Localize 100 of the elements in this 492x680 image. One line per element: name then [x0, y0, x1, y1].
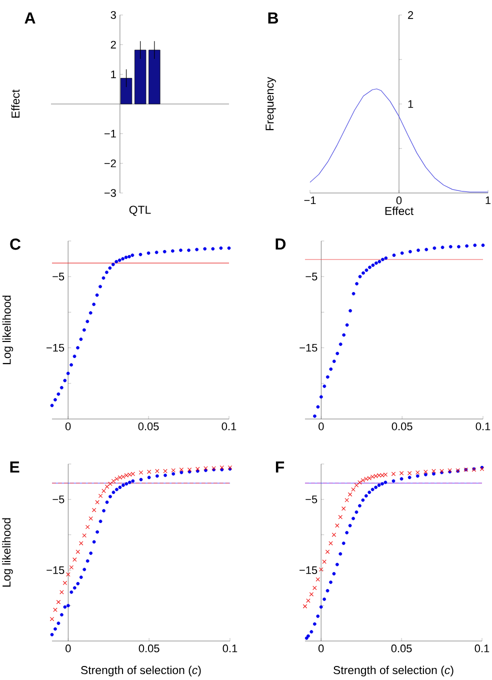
- point: [92, 302, 96, 306]
- point: [400, 477, 404, 481]
- x-tick-label: 0: [396, 196, 402, 204]
- point: [351, 487, 356, 492]
- point: [329, 367, 333, 371]
- point: [138, 470, 144, 475]
- point: [102, 488, 106, 494]
- point: [66, 572, 70, 577]
- point: [384, 256, 388, 260]
- chart-title: E: [10, 462, 20, 473]
- point: [371, 264, 375, 267]
- point: [54, 627, 57, 631]
- point: [319, 605, 323, 609]
- x-tick-label: 0: [66, 644, 71, 652]
- point: [424, 248, 428, 252]
- y-tick-label: −15: [46, 566, 64, 574]
- point: [448, 245, 452, 248]
- point: [95, 500, 100, 504]
- point: [72, 586, 76, 590]
- point: [114, 260, 118, 264]
- point: [122, 484, 125, 487]
- point: [114, 476, 119, 481]
- y-tick-label: −5: [306, 496, 318, 504]
- x-axis-title: Effect: [385, 206, 414, 215]
- point: [336, 352, 340, 356]
- point: [76, 582, 80, 586]
- point: [70, 363, 74, 367]
- point: [318, 567, 324, 572]
- point: [50, 616, 54, 622]
- point: [328, 541, 333, 546]
- point: [341, 506, 346, 511]
- point: [383, 472, 388, 477]
- point: [457, 245, 460, 248]
- point: [138, 252, 142, 256]
- point: [384, 480, 388, 484]
- point: [187, 248, 190, 252]
- point: [338, 514, 343, 520]
- point: [60, 386, 64, 390]
- point: [380, 473, 384, 478]
- point: [203, 247, 207, 251]
- point: [50, 404, 54, 408]
- point: [204, 466, 208, 470]
- point: [325, 550, 330, 554]
- point: [342, 333, 346, 337]
- point: [50, 632, 54, 636]
- x-tick-label: 0.1: [222, 422, 236, 430]
- point: [102, 509, 106, 512]
- x-axis-title: QTL: [129, 206, 151, 216]
- point: [60, 590, 64, 594]
- point: [358, 480, 362, 485]
- point: [105, 500, 109, 504]
- point: [63, 605, 67, 609]
- x-tick-label: 0.1: [222, 644, 238, 652]
- point: [98, 520, 102, 524]
- point: [128, 480, 132, 484]
- point: [121, 474, 126, 479]
- point: [155, 474, 159, 478]
- point: [108, 482, 112, 486]
- point: [354, 483, 359, 488]
- point: [376, 473, 382, 478]
- chart-title: F: [276, 462, 284, 473]
- point: [338, 342, 342, 346]
- point: [54, 398, 57, 402]
- point: [322, 560, 326, 564]
- point: [95, 293, 99, 297]
- point: [416, 248, 420, 252]
- x-tick-label: 0: [318, 422, 324, 430]
- point: [316, 614, 320, 618]
- chart-title: B: [268, 12, 278, 24]
- point: [306, 634, 310, 638]
- point: [112, 490, 116, 494]
- point: [98, 494, 103, 498]
- x-tick-label: 0.05: [138, 644, 160, 652]
- point: [146, 251, 150, 255]
- point: [131, 479, 135, 483]
- point: [374, 474, 378, 478]
- point: [76, 550, 80, 554]
- point: [179, 468, 184, 472]
- y-tick-label: 3: [110, 11, 116, 19]
- point: [345, 530, 349, 534]
- point: [358, 504, 362, 508]
- point: [196, 466, 200, 472]
- y-tick-label: 2: [110, 40, 116, 48]
- point: [361, 498, 365, 502]
- point: [310, 630, 314, 634]
- point: [329, 580, 332, 584]
- point: [370, 474, 375, 479]
- point: [416, 474, 420, 478]
- point: [72, 557, 77, 562]
- point: [179, 248, 182, 252]
- point: [66, 604, 70, 608]
- point: [170, 249, 174, 253]
- point: [63, 378, 67, 382]
- point: [79, 338, 83, 341]
- point: [358, 274, 362, 278]
- point: [89, 552, 93, 555]
- point: [118, 258, 122, 262]
- point: [354, 510, 358, 514]
- x-tick-label: 1: [486, 196, 491, 204]
- point: [407, 471, 412, 476]
